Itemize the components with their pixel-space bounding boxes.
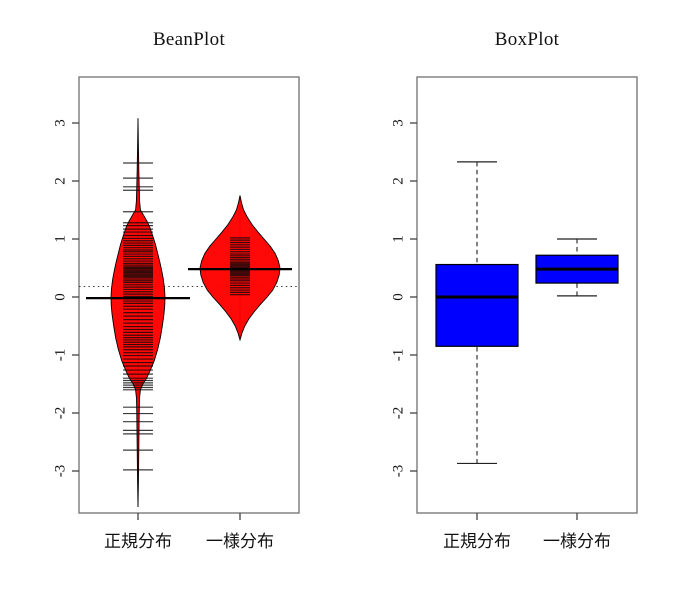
y-axis-tick-label: 2 [52, 177, 68, 185]
y-axis-tick-label: -3 [52, 465, 68, 478]
beanplot-title: BeanPlot [152, 29, 226, 50]
beanplot-panel-border [78, 76, 300, 514]
y-axis-tick-label: 0 [52, 293, 68, 301]
x-axis-category-label: 正規分布 [443, 532, 511, 551]
y-axis-tick-label: 3 [52, 119, 68, 127]
y-axis-tick-label: 0 [390, 293, 406, 301]
y-axis-tick-label: -3 [390, 465, 406, 478]
y-axis-tick-label: 1 [390, 235, 406, 243]
y-axis-tick-label: -2 [52, 407, 68, 420]
y-axis-tick-label: 3 [390, 119, 406, 127]
y-axis-tick-label: -1 [52, 349, 68, 362]
x-axis-category-label: 一様分布 [206, 532, 274, 551]
y-axis-tick-label: -2 [390, 407, 406, 420]
boxplot-iqr-box [435, 263, 519, 347]
y-axis-tick-label: -1 [390, 349, 406, 362]
y-axis-tick-label: 1 [52, 235, 68, 243]
y-axis-tick-label: 2 [390, 177, 406, 185]
x-axis-category-label: 正規分布 [104, 532, 172, 551]
boxplot-panel-border [416, 76, 638, 514]
boxplot-title: BoxPlot [494, 29, 560, 50]
x-axis-category-label: 一様分布 [543, 532, 611, 551]
